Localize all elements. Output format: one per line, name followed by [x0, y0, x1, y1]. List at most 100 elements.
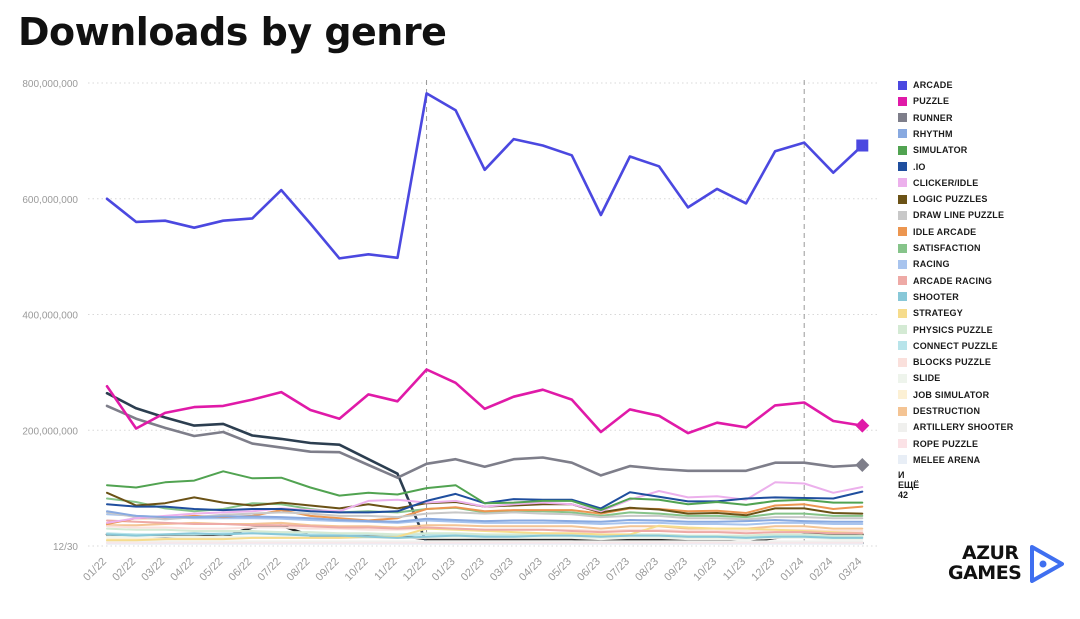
logo-play-icon	[1030, 545, 1064, 583]
series-line-racing	[106, 513, 864, 526]
grid-lines	[88, 82, 880, 547]
legend-item: JOB SIMULATOR	[898, 388, 989, 402]
legend-item: ARTILLERY SHOOTER	[898, 420, 1013, 434]
x-tick-label: 03/24	[836, 556, 864, 584]
series-line-slide	[106, 535, 864, 541]
x-tick-label: 05/22	[197, 556, 225, 584]
x-tick-label: 04/22	[168, 556, 196, 584]
legend-label: .IO	[913, 161, 926, 172]
legend-item: RHYTHM	[898, 127, 953, 141]
series-lines	[105, 92, 864, 545]
legend-item: SATISFACTION	[898, 241, 981, 255]
legend-item: ARCADE	[898, 78, 953, 92]
legend-item: SHOOTER	[898, 290, 959, 304]
legend-label: ROPE PUZZLE	[913, 438, 979, 449]
x-tick-label: 10/23	[691, 556, 719, 584]
legend-label: MELEE ARENA	[913, 454, 981, 465]
x-tick-label: 09/22	[314, 556, 342, 584]
legend-swatch	[898, 259, 907, 269]
x-tick-label: 01/24	[778, 556, 806, 584]
azur-games-logo: AZUR GAMES	[948, 543, 1066, 587]
x-tick-label: 02/24	[807, 556, 835, 584]
x-tick-label: 11/23	[721, 556, 748, 583]
logo-line-1: AZUR	[962, 542, 1019, 564]
legend-item: RUNNER	[898, 111, 953, 125]
legend-item: CONNECT PUZZLE	[898, 339, 998, 353]
legend-swatch	[898, 145, 907, 155]
legend-label: IDLE ARCADE	[913, 226, 977, 237]
legend-label: RUNNER	[913, 112, 953, 123]
legend-item: BLOCKS PUZZLE	[898, 355, 991, 369]
series-line-puzzle	[105, 368, 864, 435]
x-tick-label: 01/23	[430, 556, 458, 584]
legend-swatch	[898, 439, 907, 449]
legend-label: SLIDE	[913, 373, 941, 384]
legend-item: STRATEGY	[898, 306, 963, 320]
legend-swatch	[898, 227, 907, 237]
end-markers	[855, 139, 870, 472]
legend-swatch	[898, 325, 907, 334]
series-line-runner	[105, 404, 864, 480]
legend-item: PUZZLE	[898, 94, 949, 108]
series-line-shooter	[106, 532, 864, 539]
legend-item: SIMULATOR	[898, 143, 967, 157]
legend-swatch	[898, 292, 907, 302]
x-tick-label: 11/22	[372, 556, 399, 583]
logo-line-2: GAMES	[948, 562, 1022, 584]
series-line-physics-puzzle	[106, 527, 864, 537]
legend-swatch	[898, 178, 907, 188]
legend-label: SIMULATOR	[913, 145, 968, 156]
legend-swatch	[898, 210, 907, 220]
end-marker-square	[856, 139, 869, 152]
legend-swatch	[898, 113, 907, 123]
legend-item: RACING	[898, 257, 950, 271]
legend-label: RHYTHM	[913, 128, 953, 139]
legend-label: CONNECT PUZZLE	[913, 340, 998, 351]
legend-label: PUZZLE	[913, 96, 950, 107]
legend-item: LOGIC PUZZLES	[898, 192, 988, 206]
x-tick-label: 04/23	[517, 556, 545, 584]
legend-swatch	[898, 194, 907, 204]
legend-swatch	[898, 243, 907, 253]
y-axis-ticks: 12/30 200,000,000 400,000,000 600,000,000 80…	[22, 79, 78, 553]
legend-label: SATISFACTION	[913, 243, 981, 253]
legend-item: DESTRUCTION	[898, 404, 980, 418]
legend-swatch	[898, 406, 907, 416]
x-tick-label: 09/23	[662, 556, 690, 584]
legend-swatch	[898, 455, 907, 465]
legend-swatch	[898, 276, 907, 286]
legend-swatch	[898, 80, 907, 90]
series-line-simulator	[106, 470, 864, 512]
legend-label: STRATEGY	[913, 308, 963, 319]
series-line-strategy	[106, 524, 864, 542]
vertical-markers	[426, 80, 805, 546]
legend-label: PHYSICS PUZZLE	[913, 324, 993, 335]
x-tick-label: 02/23	[459, 556, 487, 584]
x-tick-label: 07/22	[255, 556, 283, 584]
x-tick-label: 10/22	[343, 556, 371, 584]
legend-item: PHYSICS PUZZLE	[898, 323, 993, 337]
end-marker-diamond	[855, 457, 870, 472]
legend-label: DESTRUCTION	[913, 406, 981, 416]
legend-swatch	[898, 422, 907, 432]
x-tick-label: 03/23	[488, 556, 516, 584]
x-tick-label: 03/22	[139, 556, 167, 584]
legend-item: MELEE ARENA	[898, 453, 980, 467]
x-tick-label: 02/22	[110, 556, 138, 584]
x-tick-label: 01/22	[81, 556, 109, 584]
x-tick-label: 06/22	[226, 556, 254, 584]
legend-swatch	[898, 162, 907, 171]
legend-label: LOGIC PUZZLES	[913, 194, 988, 205]
legend-label: SHOOTER	[913, 291, 959, 302]
legend-item: DRAW LINE PUZZLE	[898, 208, 1004, 222]
series-line-rhythm	[106, 510, 864, 523]
legend-label: DRAW LINE PUZZLE	[913, 210, 1005, 221]
x-tick-label: 08/22	[285, 556, 313, 584]
x-tick-label: 12/22	[401, 556, 429, 584]
legend-swatch	[898, 373, 907, 383]
end-marker-diamond	[855, 418, 870, 433]
legend-more-label: И ЕЩЁ 42	[898, 470, 920, 500]
series-line-satisfaction	[106, 497, 864, 519]
legend-swatch	[898, 96, 907, 106]
y-tick-label: 12/30	[53, 542, 78, 553]
